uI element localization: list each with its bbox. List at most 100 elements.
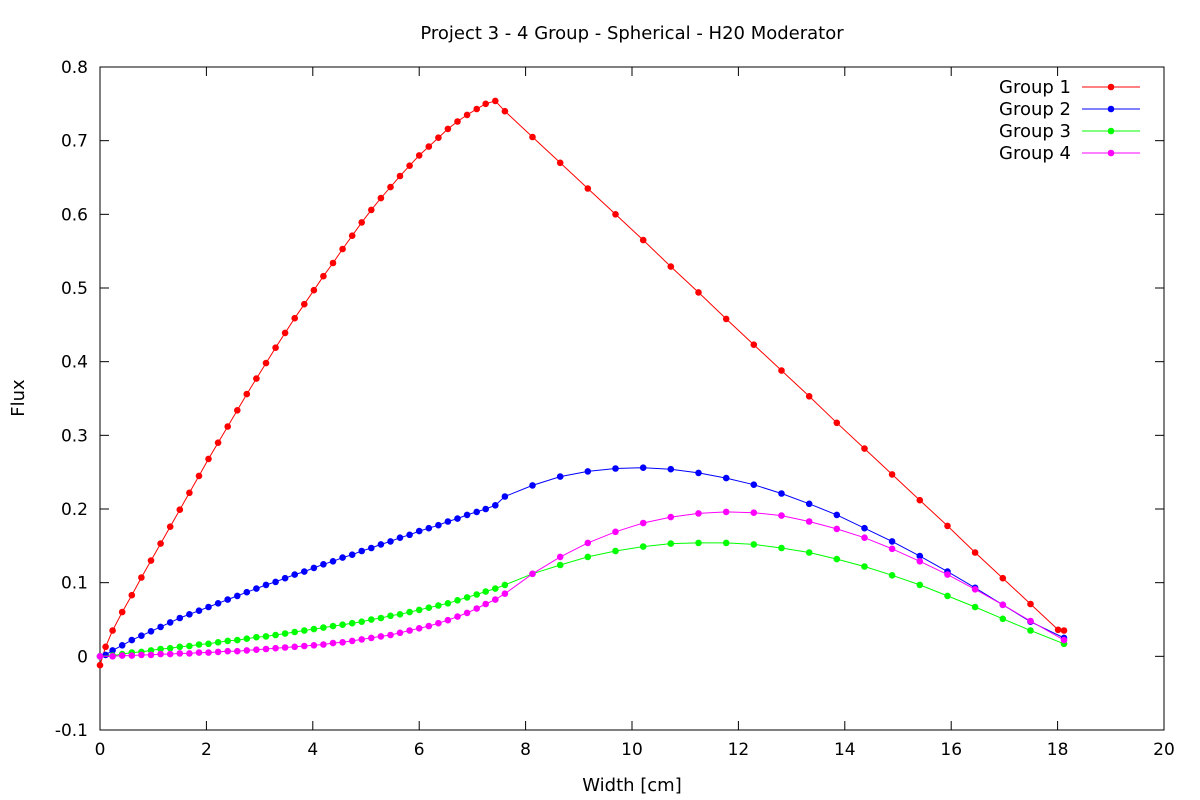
x-axis-label: Width [cm] [582,775,682,796]
y-tick-label: 0 [77,647,88,667]
group-2-point [667,465,675,473]
group-2-point [396,534,404,541]
y-tick-label: 0.1 [61,574,88,594]
group-2-point [387,538,394,545]
group-2-point [138,632,145,639]
group-1-point [1054,626,1062,634]
group-2-point [482,505,490,513]
group-4-point [805,518,813,525]
x-tick-label: 18 [1047,740,1069,760]
group-1-point [329,259,337,267]
x-tick-label: 6 [414,740,425,760]
group-3-point [888,572,896,579]
group-1-point [262,359,270,367]
group-1-point [176,506,184,513]
group-1-point [224,423,231,430]
group-4-point [1060,636,1068,644]
legend-marker [1107,105,1115,113]
group-4-point [387,631,394,639]
group-3-point [406,608,413,616]
group-4-point [473,605,481,612]
group-3-point [348,619,356,627]
group-2-point [320,561,327,568]
group-3-point [358,618,366,625]
x-tick-label: 16 [940,740,962,760]
group-1-point [750,341,758,349]
group-4-point [501,590,509,597]
group-2-point [157,623,164,631]
group-1-point [529,133,536,141]
group-1-point [128,591,136,599]
group-1-point [96,661,104,669]
group-3-point [253,633,260,641]
y-tick-label: 0.8 [61,58,88,78]
group-4-point [234,647,241,655]
group-4-point [492,596,499,603]
group-2-point [612,465,619,472]
group-4-point [128,652,136,659]
group-2-point [205,603,212,611]
group-1-point [109,627,116,634]
group-3-point [805,549,813,556]
group-2-point [444,518,452,525]
group-4-point [358,636,366,643]
legend-marker [1107,127,1115,135]
group-1-point [243,390,251,398]
group-2-point [805,500,813,508]
group-4-point [329,639,337,647]
group-1-series [96,97,1068,669]
group-2-point [262,581,270,589]
group-3-point [916,581,924,589]
group-1-point [406,162,413,169]
group-1-point [186,489,193,497]
group-3-point [944,592,951,600]
group-4-point [368,634,375,642]
group-3-point [301,627,308,634]
group-1-point [833,419,841,427]
group-4-point [861,534,868,541]
group-1-point [272,344,279,352]
group-4-point [214,648,222,656]
group-1-point [205,455,212,463]
x-tick-label: 8 [520,740,531,760]
group-2-point [529,482,536,489]
group-1-point [999,574,1007,582]
group-1-point [667,263,675,270]
group-4-point [435,619,442,627]
legend-label: Group 4 [999,143,1071,164]
group-2-point [501,493,509,500]
series-group [96,97,1068,669]
y-tick-label: 0.6 [61,205,88,225]
legend-label: Group 2 [999,99,1071,120]
group-4-point [722,508,730,516]
group-4-point [406,627,413,634]
group-2-point [339,554,346,561]
group-1-point [971,549,979,556]
group-3-point [157,645,164,653]
group-4-point [444,616,452,624]
group-4-point [195,649,203,656]
group-1-point [339,245,346,253]
group-3-point [224,637,231,645]
group-3-point [695,539,702,547]
group-1-point [102,643,109,651]
group-1-point [234,407,241,414]
group-1-point [722,315,730,323]
x-tick-label: 14 [834,740,856,760]
group-4-point [310,642,318,649]
group-1-point [195,472,203,480]
group-2-point [778,490,785,497]
group-2-point [281,574,289,582]
group-1-point [1027,600,1034,608]
x-tick-label: 10 [621,740,643,760]
group-2-point [301,568,308,575]
group-3-point [1027,627,1034,634]
y-axis-label: Flux [8,379,29,417]
group-3-point [444,600,452,607]
group-3-point [425,604,433,611]
group-2-point [916,552,924,560]
group-3-point [186,642,193,650]
group-1-point [320,272,327,280]
group-1-point [463,111,471,119]
